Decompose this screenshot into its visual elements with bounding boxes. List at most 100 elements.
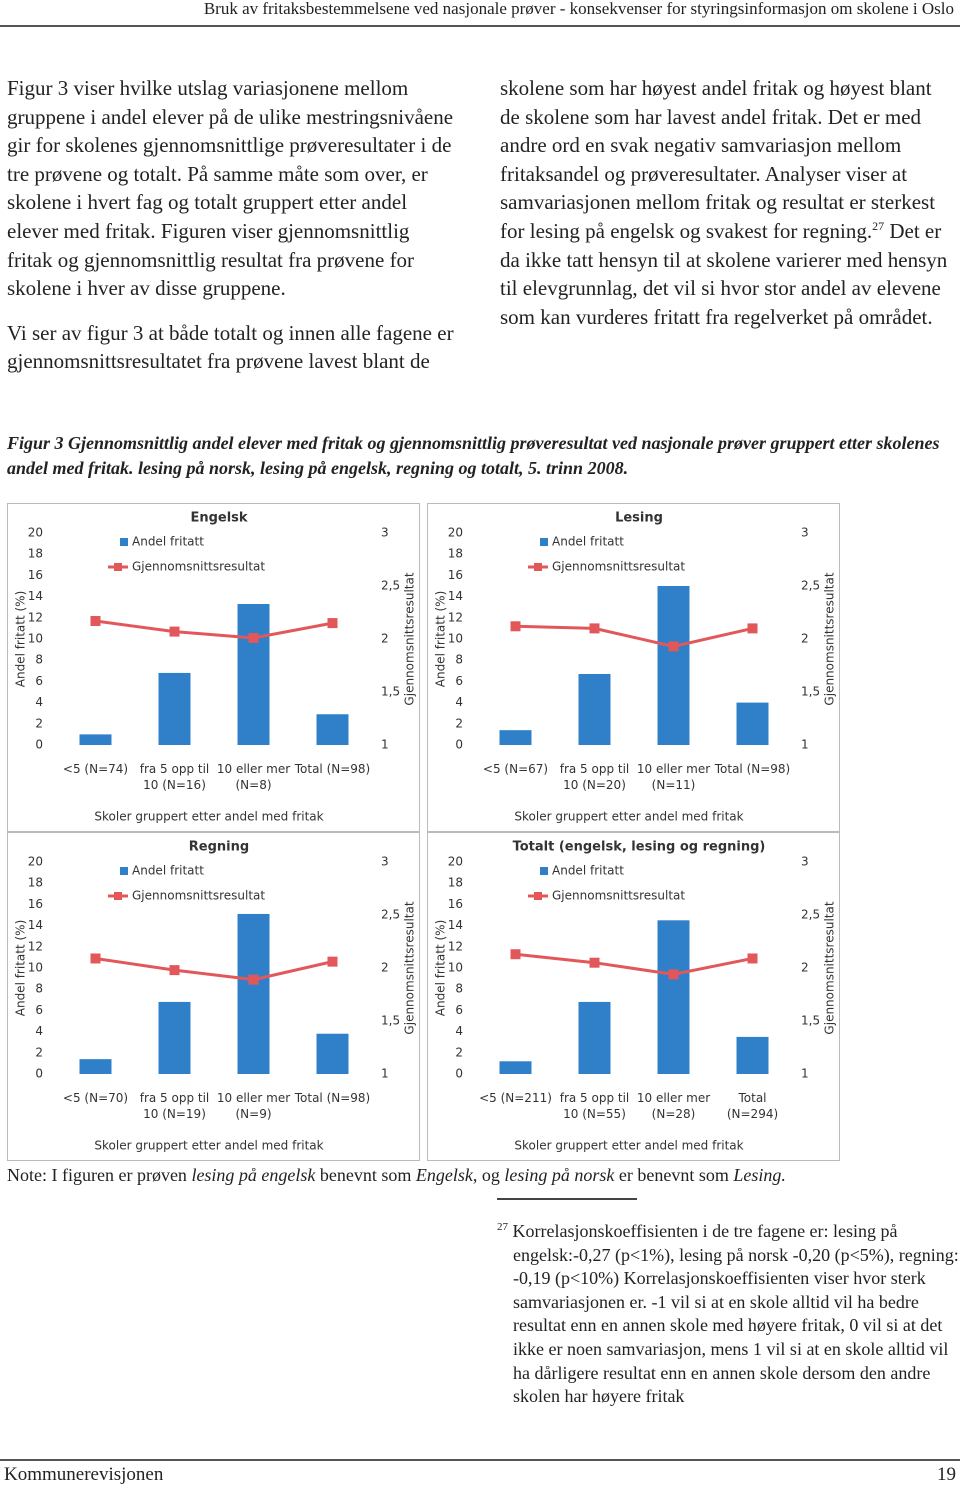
- x-tick-label: 10 eller mer (N=8): [216, 762, 291, 792]
- legend-swatch: [540, 538, 548, 546]
- line-marker: [248, 632, 259, 643]
- y2-axis-label: Gjennomsnittsresultat: [823, 572, 837, 705]
- legend-marker: [114, 563, 122, 571]
- legend-label: Andel fritatt: [132, 535, 204, 549]
- y2-tick-label: 2,5: [381, 908, 400, 922]
- y-tick-label: 12: [28, 610, 43, 624]
- y-tick-label: 16: [448, 568, 463, 582]
- y-tick-label: 20: [448, 855, 463, 869]
- bar: [158, 672, 191, 745]
- legend-label: Andel fritatt: [552, 535, 624, 549]
- x-tick-label: Total (N=98): [294, 1091, 371, 1105]
- y-tick-label: 2: [35, 716, 43, 730]
- note-text: Note: I figuren er prøven: [7, 1165, 192, 1185]
- y2-tick-label: 3: [381, 526, 389, 540]
- chart-title: Engelsk: [190, 511, 247, 526]
- bar: [736, 702, 769, 745]
- y-tick-label: 20: [28, 855, 43, 869]
- chart-title: Lesing: [615, 511, 663, 526]
- y-tick-label: 20: [28, 526, 43, 540]
- legend-marker: [534, 563, 542, 571]
- y-tick-label: 2: [455, 1045, 463, 1059]
- y-axis-label: Andel fritatt (%): [14, 920, 28, 1017]
- legend-label: Gjennomsnittsresultat: [132, 889, 265, 903]
- y-tick-label: 4: [455, 1024, 463, 1038]
- note-text: lesing på norsk: [504, 1165, 615, 1185]
- x-tick-label: 10 eller mer (N=9): [216, 1091, 291, 1121]
- footnote-rule: [497, 1198, 637, 1200]
- y2-tick-label: 2,5: [801, 579, 820, 593]
- y-tick-label: 16: [28, 897, 43, 911]
- chart-title: Regning: [189, 840, 249, 855]
- line-marker: [248, 974, 259, 985]
- x-tick-label: <5 (N=74): [62, 762, 129, 776]
- x-axis-label: Skoler gruppert etter andel med fritak: [94, 810, 323, 824]
- y2-axis-label: Gjennomsnittsresultat: [403, 572, 417, 705]
- running-header: Bruk av fritaksbestemmelsene ved nasjona…: [203, 0, 954, 18]
- x-tick-label: Total (N=98): [714, 762, 791, 776]
- line-marker: [169, 965, 180, 976]
- y-tick-label: 6: [35, 674, 43, 688]
- paragraph: Figur 3 viser hvilke utslag variasjonene…: [7, 76, 454, 301]
- note-text: lesing på engelsk: [191, 1165, 316, 1185]
- line-series: [95, 619, 333, 640]
- y-tick-label: 12: [28, 939, 43, 953]
- legend-label: Gjennomsnittsresultat: [552, 889, 685, 903]
- y-axis-label: Andel fritatt (%): [434, 920, 448, 1017]
- legend-swatch: [120, 538, 128, 546]
- y2-axis-label: Gjennomsnittsresultat: [403, 901, 417, 1034]
- line-marker: [510, 949, 521, 960]
- bar: [237, 913, 270, 1074]
- bar: [79, 1059, 112, 1074]
- y2-tick-label: 1: [801, 738, 809, 752]
- line-marker: [668, 641, 679, 652]
- y-tick-label: 14: [448, 589, 463, 603]
- y2-axis-label: Gjennomsnittsresultat: [823, 901, 837, 1034]
- note-text: er benevnt som: [614, 1165, 734, 1185]
- line-series: [515, 624, 753, 648]
- legend-marker: [534, 892, 542, 900]
- y2-tick-label: 2: [801, 961, 809, 975]
- footnote-number: 27: [497, 1221, 508, 1233]
- legend-label: Gjennomsnittsresultat: [552, 560, 685, 574]
- x-axis-label: Skoler gruppert etter andel med fritak: [514, 1139, 743, 1153]
- y-tick-label: 2: [455, 716, 463, 730]
- bar: [316, 714, 349, 745]
- y-tick-label: 10: [448, 632, 463, 646]
- note-text: Lesing.: [733, 1165, 786, 1185]
- y2-tick-label: 1,5: [801, 685, 820, 699]
- chart-svg: Engelsk 0 2 4 6 8 10 12 14 16 18 20 1 1,5 2 2,5 3 Andel f…: [14, 511, 417, 824]
- y-tick-label: 8: [35, 982, 43, 996]
- legend-label: Andel fritatt: [552, 864, 624, 878]
- y-tick-label: 20: [448, 526, 463, 540]
- x-tick-label: fra 5 opp til 10 (N=55): [559, 1091, 630, 1121]
- y2-tick-label: 1,5: [381, 1014, 400, 1028]
- legend-swatch: [120, 867, 128, 875]
- y2-tick-label: 2: [381, 632, 389, 646]
- legend-marker: [114, 892, 122, 900]
- bar: [578, 673, 611, 745]
- chart: Regning 0 2 4 6 8 10 12 14 16 18 20 1 1,5 2 2,5 3 Andel f…: [7, 832, 420, 1161]
- y2-tick-label: 1,5: [801, 1014, 820, 1028]
- text: Vi ser av figur 3 at både totalt og inne…: [7, 76, 936, 374]
- y-tick-label: 14: [28, 589, 43, 603]
- chart: Engelsk 0 2 4 6 8 10 12 14 16 18 20 1 1,5 2 2,5 3 Andel f…: [7, 503, 420, 832]
- bar: [578, 1001, 611, 1074]
- y2-tick-label: 1: [381, 738, 389, 752]
- y-tick-label: 0: [35, 738, 43, 752]
- figure-caption: Figur 3 Gjennomsnittlig andel elever med…: [7, 433, 940, 478]
- x-tick-label: Total (N=294): [726, 1091, 779, 1121]
- y-tick-label: 16: [448, 897, 463, 911]
- y-tick-label: 18: [28, 876, 43, 890]
- note-text: , og: [472, 1165, 505, 1185]
- x-axis-label: Skoler gruppert etter andel med fritak: [514, 810, 743, 824]
- paragraph: Vi ser av figur 3 at både totalt og inne…: [7, 74, 953, 404]
- chart: Totalt (engelsk, lesing og regning) 0 2 4 6 8…: [427, 832, 840, 1161]
- y-tick-label: 16: [28, 568, 43, 582]
- x-tick-label: <5 (N=211): [479, 1091, 552, 1105]
- y-tick-label: 10: [28, 632, 43, 646]
- line-marker: [169, 626, 180, 637]
- x-tick-label: Total (N=98): [294, 762, 371, 776]
- legend-swatch: [540, 867, 548, 875]
